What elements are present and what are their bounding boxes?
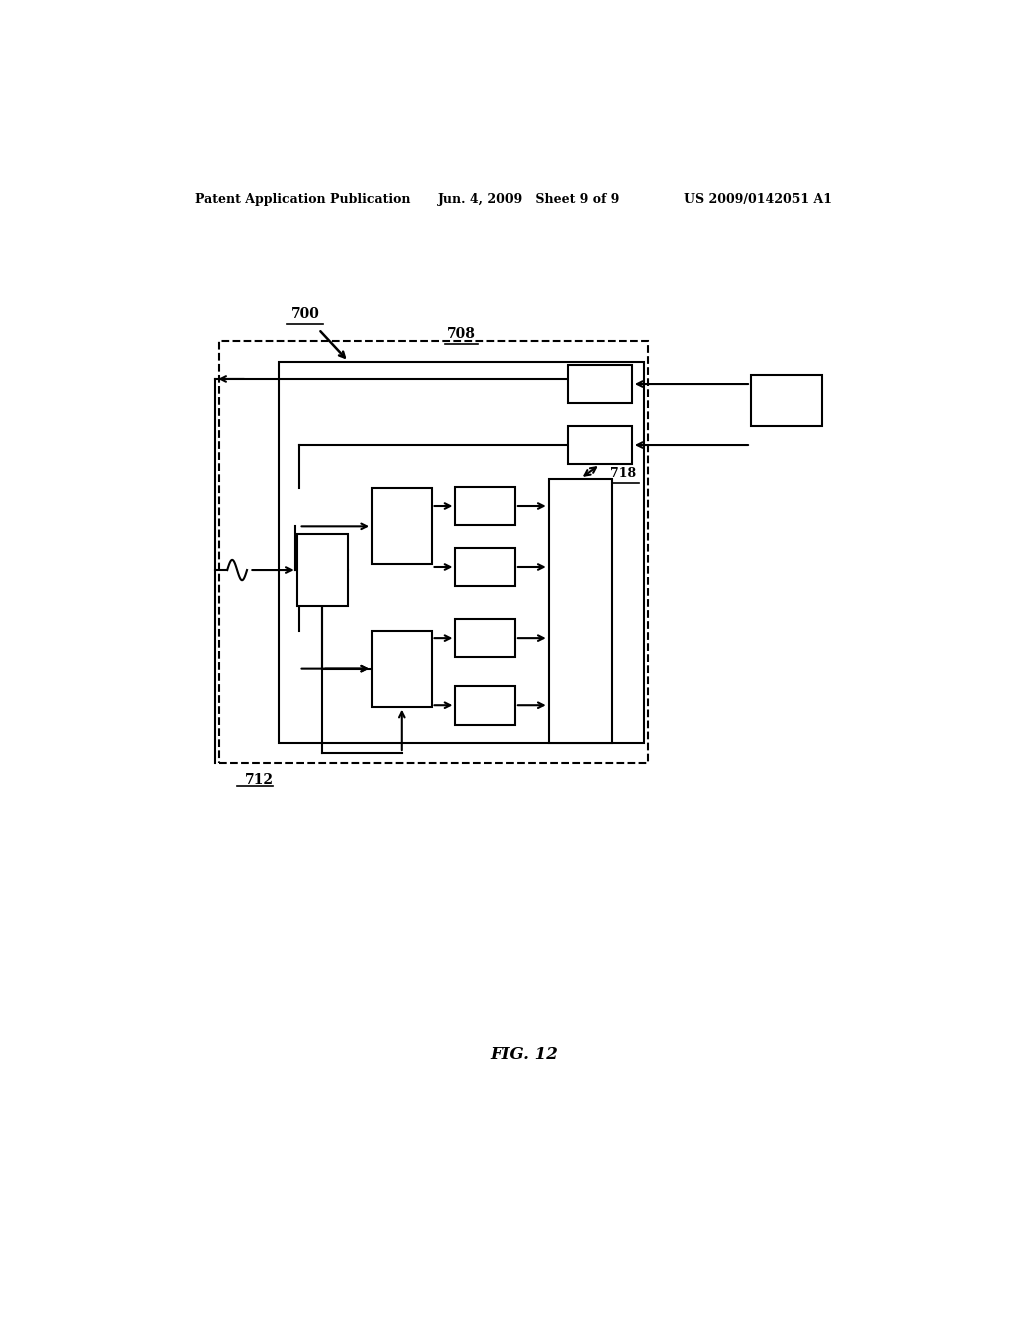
Text: 700: 700	[291, 308, 319, 321]
Text: 718: 718	[609, 467, 636, 480]
Bar	[568, 426, 632, 465]
Text: Jun. 4, 2009   Sheet 9 of 9: Jun. 4, 2009 Sheet 9 of 9	[437, 193, 620, 206]
Bar	[456, 487, 515, 525]
Text: 715A: 715A	[467, 499, 503, 512]
Text: 715B: 715B	[467, 561, 504, 573]
Text: FIG. 12: FIG. 12	[490, 1047, 559, 1064]
Text: Patent Application Publication: Patent Application Publication	[196, 193, 411, 206]
Text: 720: 720	[567, 605, 594, 618]
Text: 708: 708	[446, 327, 476, 342]
Bar	[456, 548, 515, 586]
Text: 717A: 717A	[467, 632, 503, 644]
Bar	[568, 364, 632, 404]
Bar	[456, 686, 515, 725]
Bar	[279, 362, 644, 743]
Text: 710: 710	[773, 393, 800, 407]
Bar	[297, 535, 348, 606]
Bar	[219, 342, 648, 763]
Bar	[751, 375, 822, 426]
Text: 702: 702	[587, 438, 613, 451]
Text: 704: 704	[587, 378, 613, 391]
Bar	[372, 488, 431, 565]
Bar	[456, 619, 515, 657]
Bar	[549, 479, 612, 743]
Bar	[372, 631, 431, 706]
Text: 717B: 717B	[467, 698, 504, 711]
Text: 713: 713	[309, 564, 336, 577]
Text: US 2009/0142051 A1: US 2009/0142051 A1	[684, 193, 831, 206]
Text: 716: 716	[389, 663, 415, 675]
Text: 714: 714	[389, 520, 415, 533]
Text: 712: 712	[245, 774, 273, 787]
